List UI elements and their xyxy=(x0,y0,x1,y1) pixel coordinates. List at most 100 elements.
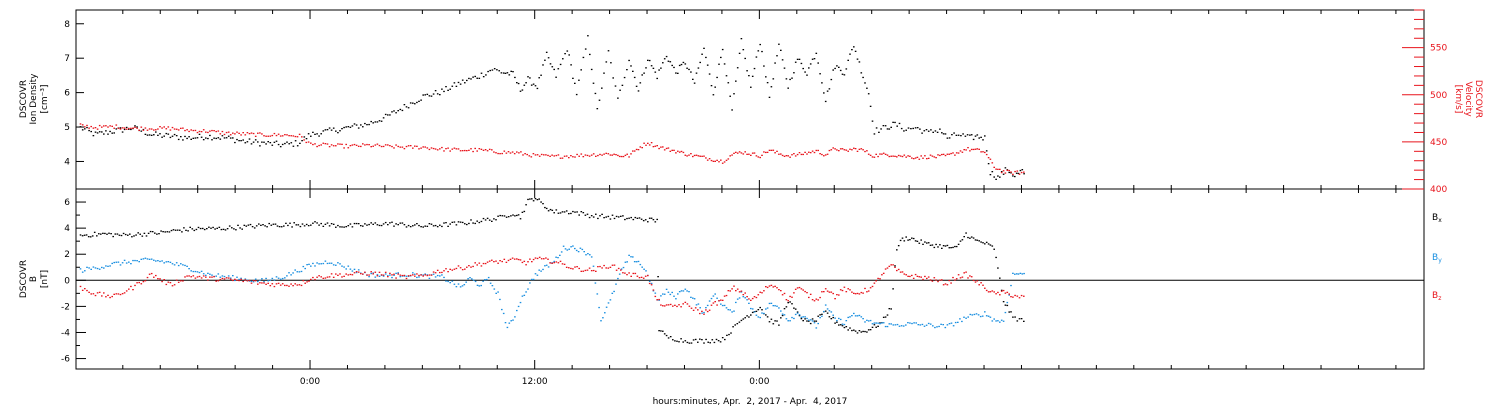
velocity-series-point xyxy=(113,127,115,129)
b-bz-series-point xyxy=(720,299,722,301)
ion-density-series-point xyxy=(246,141,249,143)
ion-density-series-point xyxy=(665,55,668,58)
b-by-series-point xyxy=(832,314,834,316)
b-by-series-point xyxy=(254,278,257,280)
velocity-series-point xyxy=(896,156,898,158)
b-by-series-point xyxy=(765,308,767,310)
b-by-series-point xyxy=(905,324,907,326)
b-bz-series-point xyxy=(395,277,397,279)
velocity-series-point xyxy=(349,145,352,147)
b-bz-series-point xyxy=(420,274,422,276)
ion-density-series-point xyxy=(254,139,257,141)
b-by-series-point xyxy=(173,264,176,266)
ion-density-series-point xyxy=(714,86,716,88)
velocity-series-point xyxy=(403,148,406,150)
ion-density-series-point xyxy=(976,134,979,136)
ion-density-series-point xyxy=(232,137,234,139)
b-bx-series-point xyxy=(1016,320,1019,322)
b-bz-series-point xyxy=(296,284,299,286)
b-bz-series-point xyxy=(407,275,410,277)
b-by-series-point xyxy=(424,273,426,275)
b-bx-series-point xyxy=(903,240,906,242)
ion-density-series-point xyxy=(150,134,153,136)
b-by-series-point xyxy=(587,253,589,255)
b-bx-series-point xyxy=(901,237,904,239)
b-by-series-point xyxy=(227,275,230,277)
b-by-series-point xyxy=(562,245,565,247)
ion-density-series-point xyxy=(921,132,923,134)
velocity-series-point xyxy=(318,144,320,147)
b-bx-series-point xyxy=(551,209,554,211)
b-bz-series-point xyxy=(227,277,230,279)
b-bz-series-point xyxy=(90,293,92,295)
b-bz-series-point xyxy=(841,289,844,292)
b-bz-series-point xyxy=(200,277,203,279)
b-bz-series-point xyxy=(138,281,140,284)
b-by-series-point xyxy=(798,314,801,316)
b-by-series-point xyxy=(512,319,514,321)
velocity-series-point xyxy=(927,157,930,159)
b-bx-series-point xyxy=(776,320,778,322)
b-bz-series-point xyxy=(192,275,195,277)
b-bz-series-point xyxy=(729,290,731,292)
b-bz-series-point xyxy=(952,276,954,279)
ion-density-series-point xyxy=(491,69,494,71)
b-by-series-point xyxy=(860,316,863,318)
ion-density-series-point xyxy=(809,63,812,65)
b-by-series-point xyxy=(946,324,949,326)
b-bz-series-point xyxy=(217,280,220,282)
b-by-series-point xyxy=(294,269,296,271)
b-by-series-point xyxy=(304,267,306,270)
ion-density-series-point xyxy=(815,52,818,54)
b-bx-series-point xyxy=(896,249,898,251)
ion-density-series-point xyxy=(387,114,389,116)
b-bx-series-point xyxy=(588,216,591,219)
b-bx-series-point xyxy=(160,230,162,232)
b-bx-series-point xyxy=(699,338,701,340)
b-bx-series-point xyxy=(785,306,788,308)
velocity-series-point xyxy=(736,152,739,154)
ion-density-series-point xyxy=(753,67,756,70)
ion-density-series-point xyxy=(914,127,917,129)
velocity-series-point xyxy=(942,153,945,155)
b-bz-series-point xyxy=(393,273,395,275)
b-bz-series-point xyxy=(167,281,170,283)
b-bz-series-point xyxy=(459,267,462,269)
b-by-series-point xyxy=(770,302,773,304)
b-by-series-point xyxy=(163,262,165,264)
ion-density-series-point xyxy=(299,142,301,144)
ion-density-series-point xyxy=(925,129,928,131)
b-by-series-point xyxy=(292,272,294,274)
ion-density-series-point xyxy=(985,150,988,152)
b-bx-series-point xyxy=(563,211,566,213)
b-by-series-point xyxy=(620,268,623,270)
b-bz-series-point xyxy=(987,291,990,293)
ion-density-series-point xyxy=(424,94,426,96)
ion-density-series-point xyxy=(948,137,951,139)
b-bx-series-point xyxy=(656,218,658,221)
velocity-series-point xyxy=(549,155,551,157)
ion-density-series-point xyxy=(946,137,949,139)
b-by-series-point xyxy=(665,288,668,290)
b-bx-series-point xyxy=(251,226,254,228)
velocity-series-point xyxy=(867,153,870,155)
ion-density-series-point xyxy=(443,90,445,93)
b-bz-series-point xyxy=(180,280,182,282)
b-bz-series-point xyxy=(574,266,576,268)
b-by-series-point xyxy=(927,322,930,325)
b-by-series-point xyxy=(684,288,687,290)
velocity-series-point xyxy=(770,149,773,151)
b-by-series-point xyxy=(86,266,88,268)
b-bx-series-point xyxy=(216,227,218,229)
ion-density-series-point xyxy=(261,141,263,143)
ion-density-series-point xyxy=(723,63,726,65)
velocity-series-point xyxy=(513,153,516,155)
b-bx-series-point xyxy=(349,223,352,225)
b-bz-series-point xyxy=(1023,295,1025,297)
velocity-series-point xyxy=(808,151,810,153)
ion-density-series-point xyxy=(735,80,737,82)
b-bx-series-point xyxy=(926,242,928,244)
ion-density-series-point xyxy=(932,131,934,133)
top-y2label-line3: [km/s] xyxy=(1453,85,1463,114)
velocity-series-point xyxy=(572,156,574,158)
